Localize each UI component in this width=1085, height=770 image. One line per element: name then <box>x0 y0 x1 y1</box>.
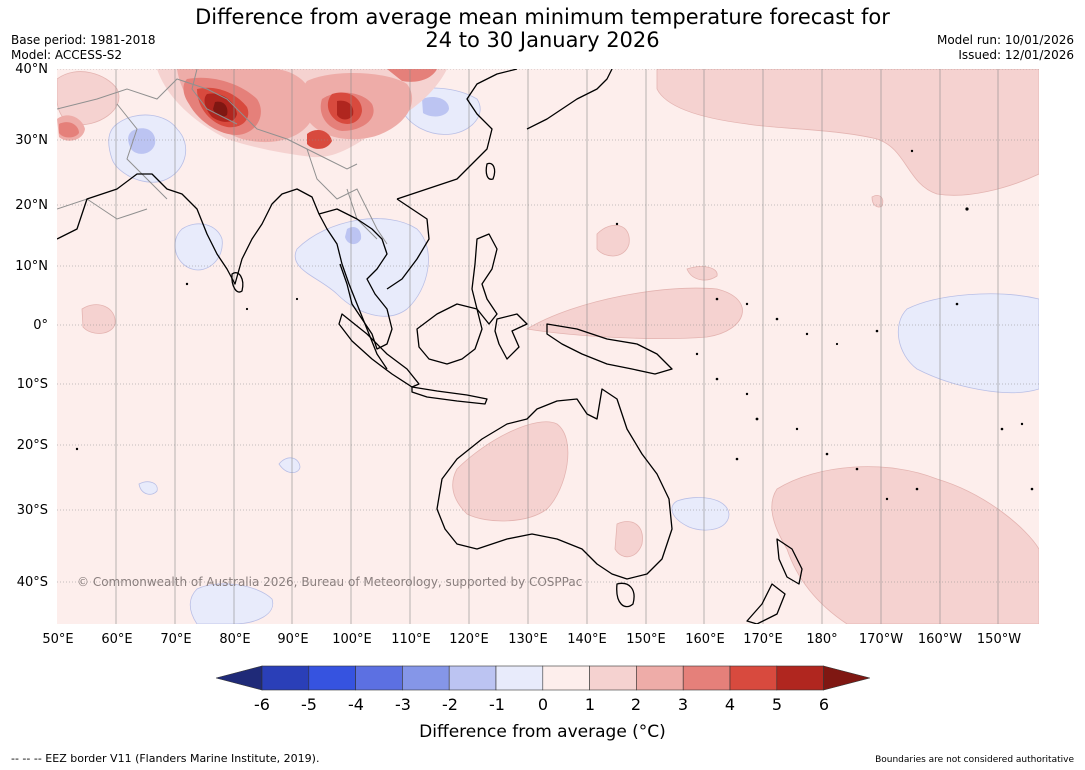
colorbar-tick: -3 <box>395 695 411 714</box>
lat-label: 10°S <box>16 377 48 392</box>
forecast-map-svg <box>57 69 1039 624</box>
lon-label: 150°E <box>626 632 666 647</box>
colorbar-label: Difference from average (°C) <box>419 722 666 742</box>
colorbar-tick: 0 <box>537 695 549 714</box>
small-islands <box>75 149 1034 501</box>
graticule-lon <box>115 69 999 624</box>
anomaly-region <box>452 421 569 522</box>
lon-label: 70°E <box>160 632 192 647</box>
colorbar-bin <box>682 665 731 691</box>
anomaly-region <box>614 521 643 558</box>
lat-label: 20°N <box>15 198 48 213</box>
colorbar-bin <box>402 665 450 691</box>
lon-label: 160°E <box>685 632 725 647</box>
colorbar-bin <box>542 665 590 691</box>
lat-label: 30°N <box>15 133 48 148</box>
metadata-left: Base period: 1981-2018 Model: ACCESS-S2 <box>11 33 156 63</box>
colorbar-tick: 3 <box>677 695 689 714</box>
anomaly-region <box>81 304 116 334</box>
coastlines <box>57 69 803 624</box>
anomaly-region <box>387 69 437 82</box>
lat-label: 40°N <box>15 62 48 77</box>
colorbar-bin <box>448 665 497 691</box>
colorbar-bin <box>495 665 544 691</box>
metadata-right: Model run: 10/01/2026 Issued: 12/01/2026 <box>937 33 1074 63</box>
lon-label: 170°W <box>858 632 904 647</box>
lon-label: 140°E <box>567 632 607 647</box>
anomaly-region <box>871 195 884 208</box>
issued-date: Issued: 12/01/2026 <box>958 48 1074 62</box>
colorbar-extend-max <box>823 665 870 691</box>
colorbar-bin <box>308 665 356 691</box>
colorbar-bin <box>636 665 684 691</box>
anomaly-region <box>671 497 730 531</box>
colorbar-bin <box>776 665 824 691</box>
anomaly-region <box>57 71 120 126</box>
colorbar-tick: 5 <box>771 695 783 714</box>
anomaly-region <box>898 293 1039 394</box>
colorbar-bin <box>589 665 637 691</box>
model-name: Model: ACCESS-S2 <box>11 48 123 62</box>
lon-label: 150°W <box>976 632 1022 647</box>
colorbar-bin <box>729 665 778 691</box>
colorbar-tick: 6 <box>818 695 830 714</box>
map-title-line2: 24 to 30 January 2026 <box>425 28 660 52</box>
lat-label: 10°N <box>15 259 48 274</box>
anomaly-region <box>174 223 223 271</box>
lon-label: 80°E <box>219 632 251 647</box>
anomaly-region <box>189 583 274 624</box>
colorbar-tick: -1 <box>489 695 505 714</box>
lon-label: 100°E <box>332 632 372 647</box>
colorbar-tick: 2 <box>630 695 642 714</box>
lat-label: 30°S <box>16 503 48 518</box>
lon-label: 160°W <box>917 632 963 647</box>
colorbar-bin <box>355 665 403 691</box>
anomaly-region <box>59 122 79 138</box>
boundaries-disclaimer: Boundaries are not considered authoritat… <box>875 755 1074 765</box>
anomaly-region <box>345 227 362 245</box>
colorbar-tick: -2 <box>442 695 458 714</box>
eez-border-note: -- -- -- EEZ border V11 (Flanders Marine… <box>11 752 320 765</box>
colorbar-extend-min <box>216 665 263 691</box>
anomaly-region <box>422 97 449 117</box>
anomaly-region <box>656 69 1039 196</box>
colorbar-tick: 1 <box>584 695 596 714</box>
colorbar-tick: 4 <box>724 695 736 714</box>
lat-label: 20°S <box>16 438 48 453</box>
lon-label: 90°E <box>277 632 309 647</box>
anomaly-region <box>278 457 301 474</box>
lat-label: 40°S <box>16 575 48 590</box>
lon-label: 180° <box>806 632 838 647</box>
warm-anomaly-regions <box>57 69 1039 624</box>
lon-label: 170°E <box>743 632 783 647</box>
base-period: Base period: 1981-2018 <box>11 33 156 47</box>
anomaly-region <box>771 466 1039 624</box>
lon-label: 60°E <box>101 632 133 647</box>
lon-label: 110°E <box>391 632 431 647</box>
map-title-line1: Difference from average mean minimum tem… <box>195 5 890 29</box>
colorbar-tick: -4 <box>348 695 364 714</box>
anomaly-region <box>686 266 718 281</box>
anomaly-region <box>138 481 158 495</box>
lon-label: 120°E <box>449 632 489 647</box>
model-run: Model run: 10/01/2026 <box>936 33 1074 47</box>
anomaly-region <box>128 128 156 154</box>
warm-core-regions <box>57 69 447 158</box>
anomaly-region <box>213 101 228 117</box>
anomaly-region <box>307 129 332 149</box>
anomaly-region <box>596 224 630 257</box>
copyright-notice: © Commonwealth of Australia 2026, Bureau… <box>77 575 583 589</box>
colorbar-bin <box>261 665 310 691</box>
colorbar-tick: -5 <box>301 695 317 714</box>
anomaly-region <box>525 287 743 339</box>
lat-label: 0° <box>33 318 48 333</box>
forecast-map <box>57 69 1039 624</box>
lon-label: 50°E <box>42 632 74 647</box>
lon-label: 130°E <box>508 632 548 647</box>
anomaly-region <box>337 100 354 120</box>
colorbar-tick: -6 <box>254 695 270 714</box>
colorbar <box>216 665 870 691</box>
